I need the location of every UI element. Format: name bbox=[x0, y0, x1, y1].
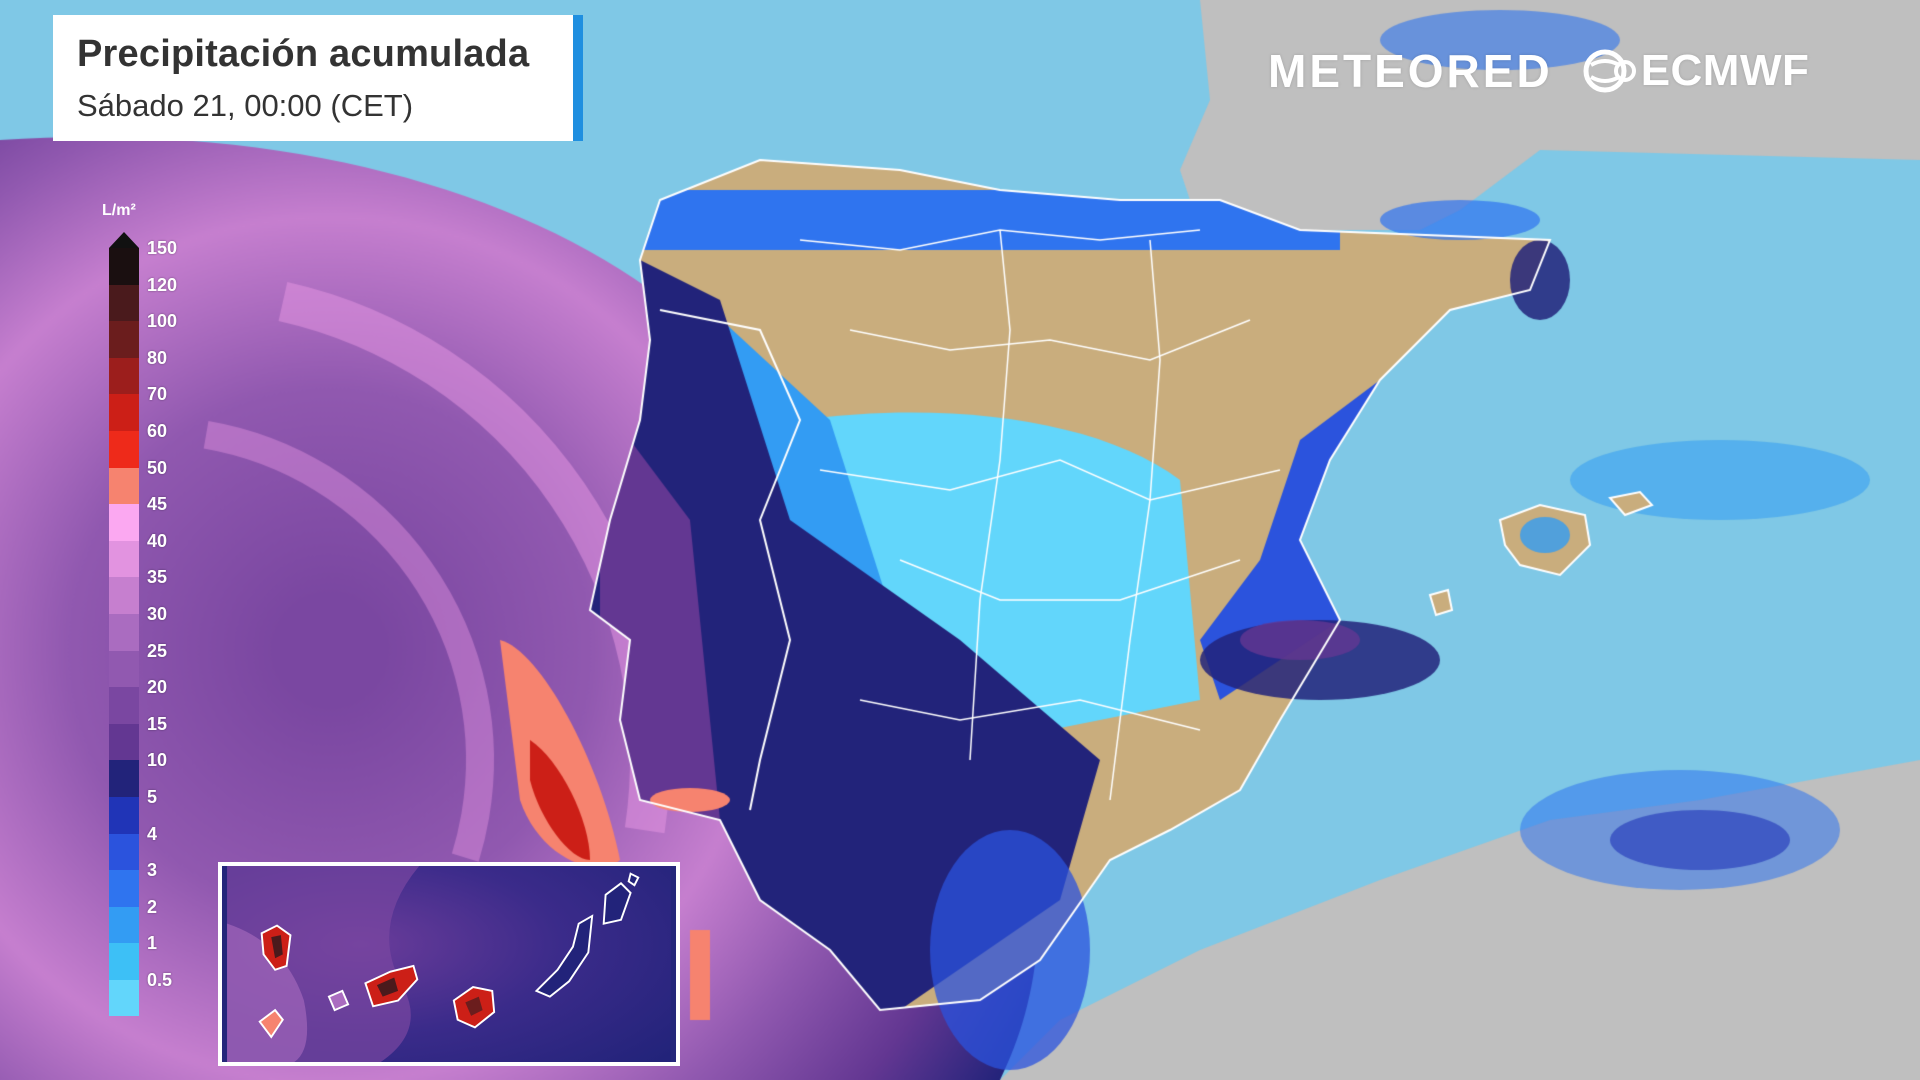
ecmwf-text: ECMWF bbox=[1640, 46, 1810, 95]
legend-swatch bbox=[109, 430, 139, 468]
legend-label-text: 3 bbox=[147, 860, 158, 881]
legend-swatch bbox=[109, 687, 139, 724]
meteored-logo: METEORED bbox=[1268, 45, 1553, 97]
legend-label-text: 15 bbox=[147, 713, 168, 734]
legend-label-text: 1 bbox=[147, 933, 158, 954]
legend-swatch bbox=[109, 979, 139, 1017]
legend-label-text: 50 bbox=[147, 457, 168, 478]
canary-islands-map bbox=[227, 866, 671, 1062]
legend-label-text: 35 bbox=[147, 567, 168, 588]
legend-swatch bbox=[109, 613, 139, 651]
legend-label-text: 45 bbox=[147, 494, 168, 515]
legend-label-text: 5 bbox=[147, 786, 158, 807]
legend-label-text: 100 bbox=[147, 311, 178, 332]
legend-label-text: 70 bbox=[147, 384, 168, 405]
legend-label-text: 150 bbox=[147, 238, 178, 258]
legend-label-text: 120 bbox=[147, 274, 178, 295]
legend-swatch bbox=[109, 504, 139, 541]
legend-label-text: 20 bbox=[147, 677, 168, 698]
legend-label-text: 40 bbox=[147, 530, 168, 551]
legend-label-text: 0.5 bbox=[147, 969, 173, 990]
map-title: Precipitación acumulada bbox=[77, 33, 530, 75]
ecmwf-logo: ECMWF bbox=[1583, 46, 1810, 96]
title-box: Precipitación acumulada Sábado 21, 00:00… bbox=[53, 15, 583, 141]
legend-swatch bbox=[109, 540, 139, 578]
legend-swatch bbox=[109, 577, 139, 614]
map-subtitle: Sábado 21, 00:00 (CET) bbox=[77, 88, 414, 123]
legend-swatch bbox=[109, 357, 139, 395]
legend: L/m² 150 120 100 80 70 60 50 45 40 35 30 25 20 15 10 5 4… bbox=[96, 190, 190, 1017]
canary-islands-inset bbox=[218, 862, 680, 1066]
legend-swatch bbox=[109, 796, 139, 834]
legend-swatch bbox=[109, 723, 139, 761]
legend-swatch bbox=[109, 943, 139, 980]
legend-color-bar bbox=[109, 248, 139, 1017]
legend-label-text: 25 bbox=[147, 640, 168, 661]
logos: METEORED ECMWF bbox=[1268, 44, 1809, 98]
legend-label-text: 2 bbox=[147, 896, 158, 917]
legend-label-text: 60 bbox=[147, 420, 168, 441]
legend-swatch bbox=[109, 870, 139, 907]
legend-swatch bbox=[109, 284, 139, 322]
legend-swatch bbox=[109, 467, 139, 505]
legend-label-text: 80 bbox=[147, 347, 168, 368]
legend-unit: L/m² bbox=[102, 202, 136, 219]
legend-swatch bbox=[109, 906, 139, 944]
legend-swatch bbox=[109, 833, 139, 871]
legend-swatch bbox=[109, 650, 139, 688]
legend-label-text: 30 bbox=[147, 603, 168, 624]
legend-swatch bbox=[109, 321, 139, 358]
legend-label-text: 10 bbox=[147, 750, 168, 771]
legend-swatch bbox=[109, 248, 139, 285]
ecmwf-icon bbox=[1583, 49, 1636, 93]
legend-label-text: 4 bbox=[147, 823, 158, 844]
legend-max-arrow bbox=[109, 232, 139, 248]
legend-swatch bbox=[109, 394, 139, 431]
legend-swatch bbox=[109, 760, 139, 797]
